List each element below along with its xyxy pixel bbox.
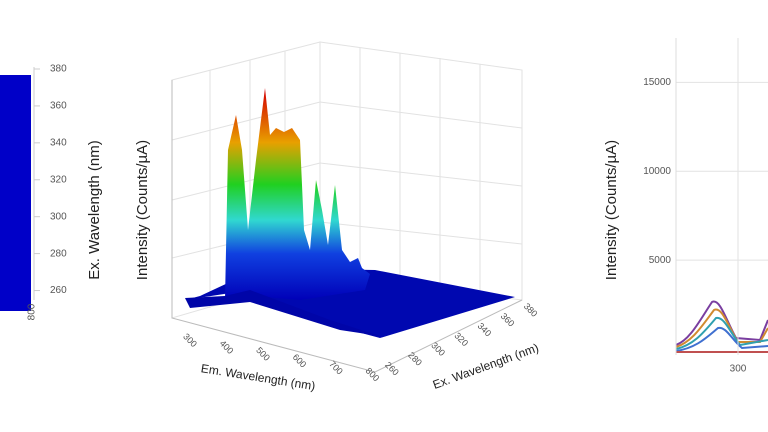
- y-tick-label: 380: [522, 301, 540, 319]
- x-tick-label: 400: [218, 338, 236, 356]
- y-tick-label: 340: [476, 321, 494, 339]
- heatmap-block: [0, 75, 31, 311]
- x-tick-label: 700: [327, 359, 345, 377]
- line-curves: [676, 300, 768, 353]
- y-tick-label: 340: [50, 137, 67, 148]
- y-tick-label: 280: [406, 350, 424, 368]
- y-tick-label: 15000: [643, 77, 671, 88]
- y-tick-label: 5000: [649, 255, 672, 266]
- y-tick-label: 320: [50, 174, 67, 185]
- y-tick-label: 300: [429, 340, 447, 358]
- y-tick-label: 300: [50, 211, 67, 222]
- x-tick-label: 600: [291, 352, 309, 370]
- y-axis-label: Intensity (Counts/µA): [603, 140, 620, 280]
- x-tick-label: 800: [364, 366, 382, 384]
- x-tick-label: 500: [254, 345, 272, 363]
- z-axis-label: Intensity (Counts/µA): [134, 140, 151, 280]
- y-tick-label: 360: [499, 311, 517, 329]
- y-tick-label: 260: [50, 285, 67, 296]
- y-tick-label: 260: [383, 360, 401, 378]
- x-tick-label: 300: [181, 331, 199, 349]
- y-tick-label: 360: [50, 101, 67, 112]
- x-tick-label: 300: [730, 364, 747, 375]
- y-tick-label: 380: [50, 64, 67, 75]
- x-tick-label: 800: [27, 303, 38, 320]
- y-tick-label: 10000: [643, 166, 671, 177]
- y-tick-label: 280: [50, 248, 67, 259]
- y-axis-label: Ex. Wavelength (nm): [431, 341, 541, 392]
- surface: [185, 88, 515, 338]
- y-axis-label: Ex. Wavelength (nm): [86, 140, 103, 280]
